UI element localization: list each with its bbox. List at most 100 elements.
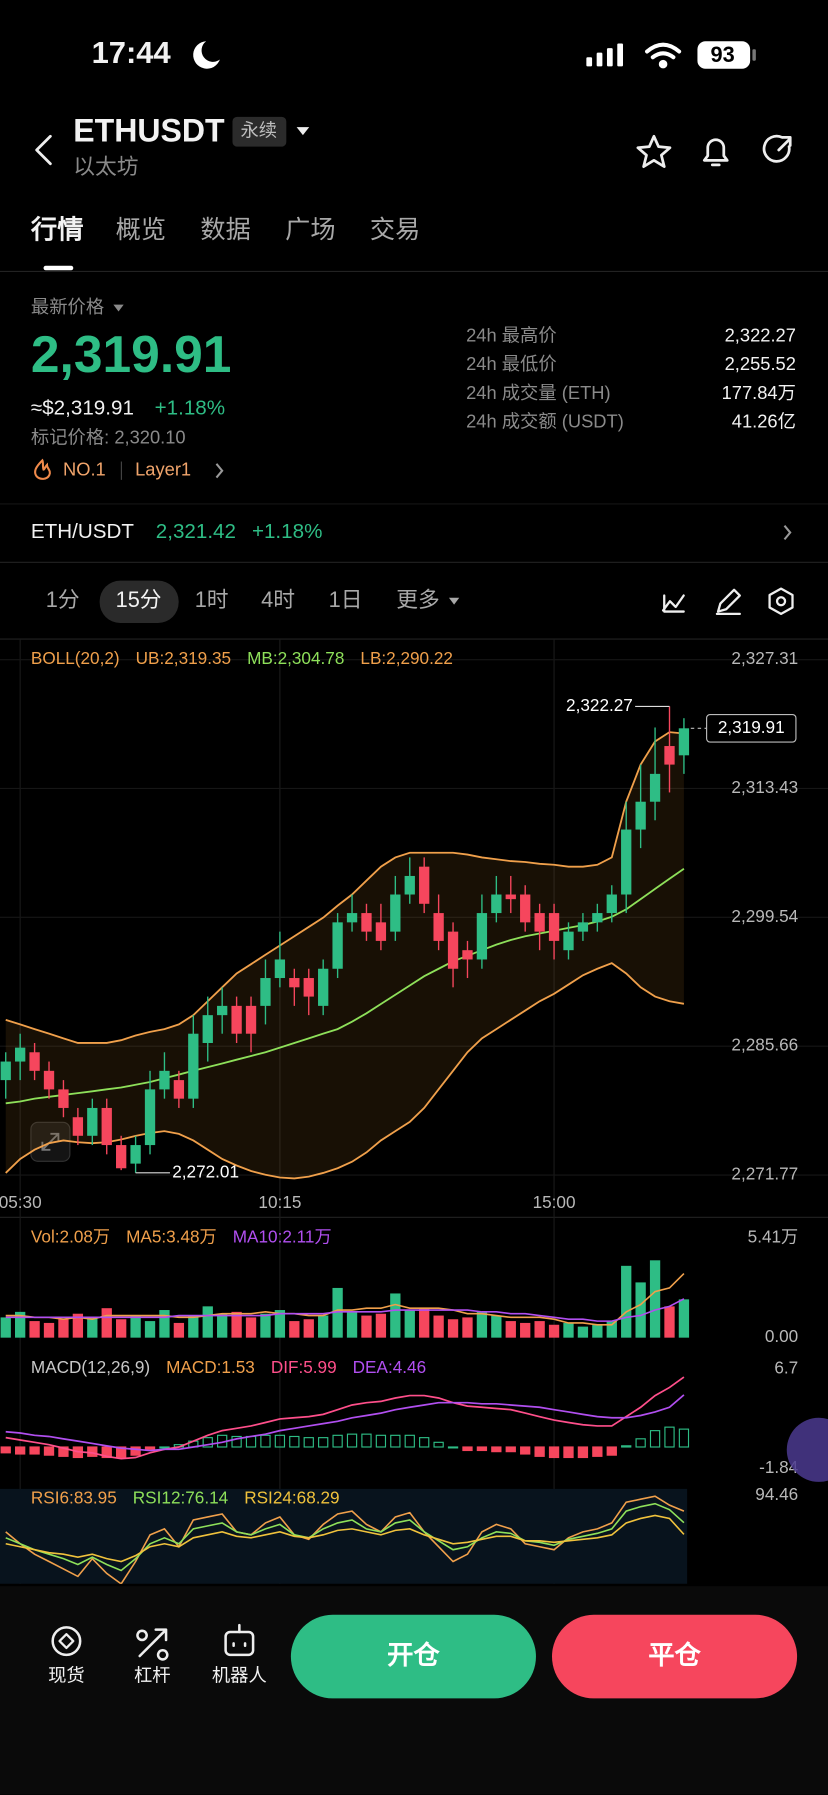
candle-body [101,1107,112,1146]
macd-bar [318,1437,329,1448]
volume-bar [332,1287,343,1338]
leverage-icon [136,1628,169,1661]
settings-icon[interactable] [768,587,794,615]
rank-tag[interactable]: NO.1 [63,459,106,480]
legend-label: Vol:2.08万 [31,1227,110,1247]
nav-item[interactable]: 现货 [48,1626,85,1685]
x-tick-label: 10:15 [258,1192,301,1212]
symbol-dropdown[interactable] [296,127,310,136]
spot-row[interactable]: ETH/USDT 2,321.42 +1.18% [31,520,792,543]
macd-bar [404,1434,415,1448]
candle-body [274,959,286,979]
chart-panel: 2,322.27 2,272.01 [0,659,828,1181]
volume-bar [678,1299,690,1338]
candle-body [433,913,444,941]
legend-label: MACD:1.53 [166,1357,255,1377]
macd-bar [419,1437,430,1448]
y-tick-label: 2,299.54 [731,906,798,926]
volume-bar [606,1321,617,1338]
nav-label: 机器人 [212,1664,267,1685]
charts: 05:30 10:15 15:002,322.272,272.012,327.312… [0,639,828,1584]
chevron [215,463,224,479]
macd-bar [375,1434,387,1448]
macd-bar [664,1426,675,1448]
nav-label: 杠杆 [134,1664,171,1685]
alert-icon[interactable] [702,138,729,167]
candle-body [390,894,401,932]
volume-bar [245,1317,257,1338]
volume-bar [58,1319,69,1338]
candle-body [606,894,617,914]
back-button[interactable] [35,134,52,166]
volume-bar [346,1311,358,1338]
stat-label: 24h 最低价 [466,353,557,374]
chart-panel [0,1488,688,1584]
volume-bar [664,1306,675,1338]
symbol: ETHUSDT [73,112,225,148]
chart-panel [0,1376,690,1460]
last-price-box [706,713,797,743]
volume-bar [202,1306,213,1338]
interval[interactable]: 1时 [195,587,229,612]
price-dropdown[interactable] [113,304,124,312]
fullscreen-icon [41,1132,60,1151]
close-button-label: 平仓 [648,1640,701,1670]
share-icon[interactable] [762,134,792,163]
macd-bar [563,1446,574,1459]
indicator-icon[interactable] [661,594,685,613]
interval[interactable]: 4时 [261,587,295,612]
volume-bar [419,1308,430,1338]
price-change: +1.18% [155,396,225,419]
chevron [783,524,792,541]
candle-body [678,728,690,756]
favorite-icon[interactable] [636,134,672,169]
interval[interactable]: 1日 [329,587,363,612]
indicator-line [5,731,685,1044]
volume-bar [217,1313,228,1338]
macd-bar [15,1446,26,1455]
interval[interactable]: 15分 [116,587,162,612]
volume-bar [534,1321,545,1338]
sector-tag[interactable]: Layer1 [135,459,191,480]
open-button[interactable] [290,1614,536,1699]
close-button[interactable] [551,1614,798,1699]
floating-assistant[interactable] [786,1417,828,1482]
candle-body [534,913,545,932]
macd-bar [361,1433,372,1448]
nav-item[interactable]: 杠杆 [134,1628,171,1686]
interval[interactable]: 1分 [46,587,80,612]
tab[interactable]: 广场 [285,216,335,244]
volume-bar [274,1310,286,1338]
tab[interactable]: 数据 [200,216,250,244]
macd-bar [577,1446,589,1459]
tab[interactable]: 概览 [116,216,166,244]
candle-body [635,801,646,830]
contract-tag: 永续 [241,120,278,141]
candle-body [447,931,459,969]
macd-bar [462,1446,473,1452]
tab[interactable]: 交易 [370,216,420,244]
interval[interactable]: 更多 [396,587,440,612]
y-tick-label: 2,313.43 [731,777,798,797]
nav-item[interactable]: 机器人 [212,1623,267,1685]
candle-body [520,894,531,923]
candle-body [462,950,473,960]
candle-body [505,894,516,900]
candle-body [29,1052,40,1071]
volume-bar [303,1319,314,1338]
candle-body [144,1089,156,1146]
tab[interactable]: 行情 [30,214,84,244]
wifi-icon [645,42,682,69]
candle-body [159,1070,170,1090]
macd-bar [289,1435,300,1448]
draw-icon[interactable] [715,588,741,615]
macd-bar [606,1446,617,1456]
volume-bar [289,1321,300,1338]
indicator-line [5,1514,685,1563]
volume-bar [15,1311,26,1338]
candle-body [202,1015,213,1043]
battery [697,41,751,69]
more-dropdown[interactable] [448,597,460,605]
y-tick-label: 6.7 [774,1357,798,1377]
spot-icon-inner [58,1633,75,1650]
